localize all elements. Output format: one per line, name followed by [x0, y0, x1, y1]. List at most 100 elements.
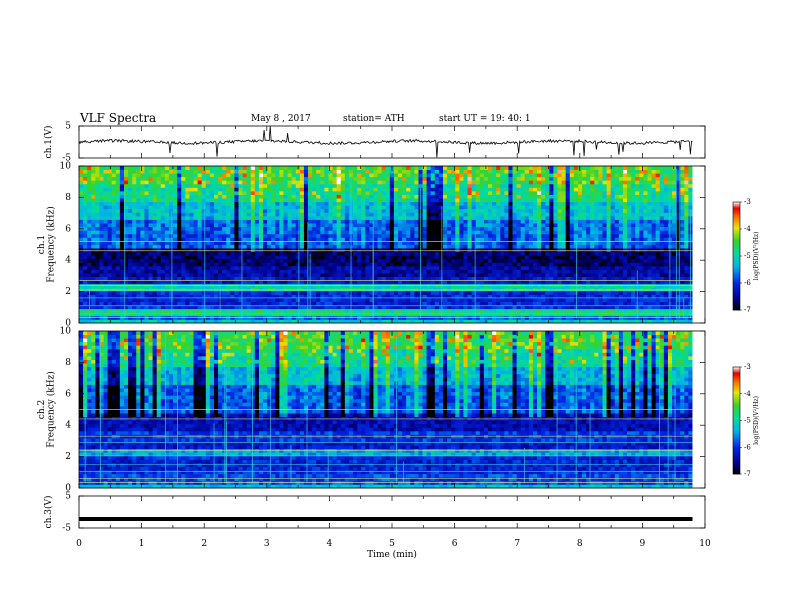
spectrogram-cell — [365, 294, 370, 299]
spectrogram-cell — [152, 258, 158, 263]
spectrogram-cell — [160, 233, 166, 238]
spectrogram-cell — [393, 308, 399, 313]
spectrogram-cell — [459, 212, 464, 217]
spectrogram-cell — [238, 208, 243, 213]
spectrogram-cell — [250, 226, 256, 231]
spectrogram-cell — [156, 265, 162, 270]
spectrogram-cell — [258, 173, 264, 178]
spectrogram-cell — [238, 305, 243, 310]
spectrogram-cell — [463, 169, 468, 174]
spectrogram-cell — [451, 287, 456, 292]
spectrogram-cell — [512, 183, 518, 188]
spectrogram-cell — [140, 233, 145, 238]
spectrogram-cell — [295, 290, 301, 295]
spectrogram-cell — [422, 180, 428, 185]
spectrogram-cell — [87, 273, 92, 278]
spectrogram-cell — [287, 244, 293, 249]
spectrogram-cell — [496, 262, 501, 267]
spectrogram-cell — [414, 233, 419, 238]
spectrogram-cell — [361, 283, 366, 288]
spectrogram-cell — [504, 255, 509, 260]
spectrogram-cell — [406, 319, 411, 324]
spectrogram-cell — [365, 290, 370, 295]
spectrogram-cell — [398, 176, 403, 181]
spectrogram-cell — [410, 212, 415, 217]
spectrogram-cell — [520, 205, 526, 210]
spectrogram-cell — [303, 237, 309, 242]
spectrogram-cell — [528, 283, 534, 288]
spectrogram-cell — [267, 251, 272, 256]
spectrogram-cell — [496, 294, 501, 299]
spectrogram-cell — [185, 308, 190, 313]
spectrogram-cell — [402, 205, 407, 210]
spectrogram-cell — [541, 255, 546, 260]
spectrogram-cell — [168, 212, 174, 217]
spectrogram-cell — [443, 301, 448, 306]
spectrogram-cell — [193, 265, 199, 270]
spectrogram-cell — [152, 198, 158, 203]
spectrogram-cell — [234, 205, 239, 210]
spectrogram-cell — [83, 290, 88, 295]
spectrogram-cell — [87, 198, 92, 203]
spectrogram-cell — [369, 173, 374, 178]
spectrogram-cell — [467, 290, 473, 295]
spectrogram-cell — [316, 166, 321, 170]
spectrogram-cell — [148, 173, 154, 178]
spectrogram-cell — [107, 258, 113, 263]
spectrogram-cell — [430, 240, 436, 245]
spectrogram-cell — [218, 265, 223, 270]
spectrogram-cell — [156, 301, 162, 306]
spectrogram-cell — [516, 269, 522, 274]
spectrogram-cell — [336, 169, 342, 174]
spectrogram-cell — [103, 280, 109, 285]
spectrogram-cell — [398, 298, 403, 302]
spectrogram-cell — [201, 180, 207, 185]
spectrogram-cell — [185, 208, 190, 213]
spectrogram-cell — [185, 312, 190, 317]
spectrogram-cell — [95, 166, 100, 170]
spectrogram-cell — [369, 301, 374, 306]
spectrogram-cell — [222, 219, 227, 224]
spectrogram-cell — [234, 244, 239, 249]
spectrogram-cell — [287, 294, 293, 299]
spectrogram-cell — [79, 198, 84, 203]
spectrogram-cell — [263, 201, 268, 206]
spectrogram-cell — [389, 305, 395, 310]
spectrogram-cell — [312, 287, 317, 292]
spectrogram-cell — [365, 180, 370, 185]
spectrogram-cell — [291, 201, 297, 206]
spectrogram-cell — [389, 251, 395, 256]
spectrogram-cell — [291, 169, 297, 174]
spectrogram-cell — [222, 290, 227, 295]
spectrogram-cell — [144, 294, 149, 299]
spectrogram-cell — [140, 208, 145, 213]
spectrogram-cell — [144, 176, 149, 181]
spectrogram-cell — [132, 219, 137, 224]
spectrogram-cell — [508, 190, 513, 195]
spectrogram-cell — [332, 287, 338, 292]
spectrogram-cell — [140, 319, 145, 324]
spectrogram-cell — [91, 244, 96, 249]
spectrogram-cell — [173, 212, 178, 217]
spectrogram-cell — [320, 280, 325, 285]
spectrogram-cell — [87, 226, 92, 231]
spectrogram-cell — [357, 244, 362, 249]
spectrogram-cell — [111, 176, 117, 181]
spectrogram-cell — [467, 201, 473, 206]
spectrogram-cell — [320, 169, 325, 174]
spectrogram-cell — [467, 251, 473, 256]
spectrogram-cell — [115, 312, 121, 317]
spectrogram-cell — [246, 187, 252, 192]
spectrogram-cell — [340, 248, 346, 253]
spectrogram-cell — [119, 187, 125, 192]
spectrogram-cell — [132, 201, 137, 206]
spectrogram-cell — [487, 273, 493, 278]
spectrogram-cell — [271, 312, 276, 317]
spectrogram-cell — [365, 301, 370, 306]
spectrogram-cell — [271, 255, 276, 260]
spectrogram-cell — [267, 269, 272, 274]
spectrogram-cell — [271, 258, 276, 263]
spectrogram-cell — [528, 301, 534, 306]
spectrogram-cell — [271, 223, 276, 228]
spectrogram-cell — [344, 240, 350, 245]
